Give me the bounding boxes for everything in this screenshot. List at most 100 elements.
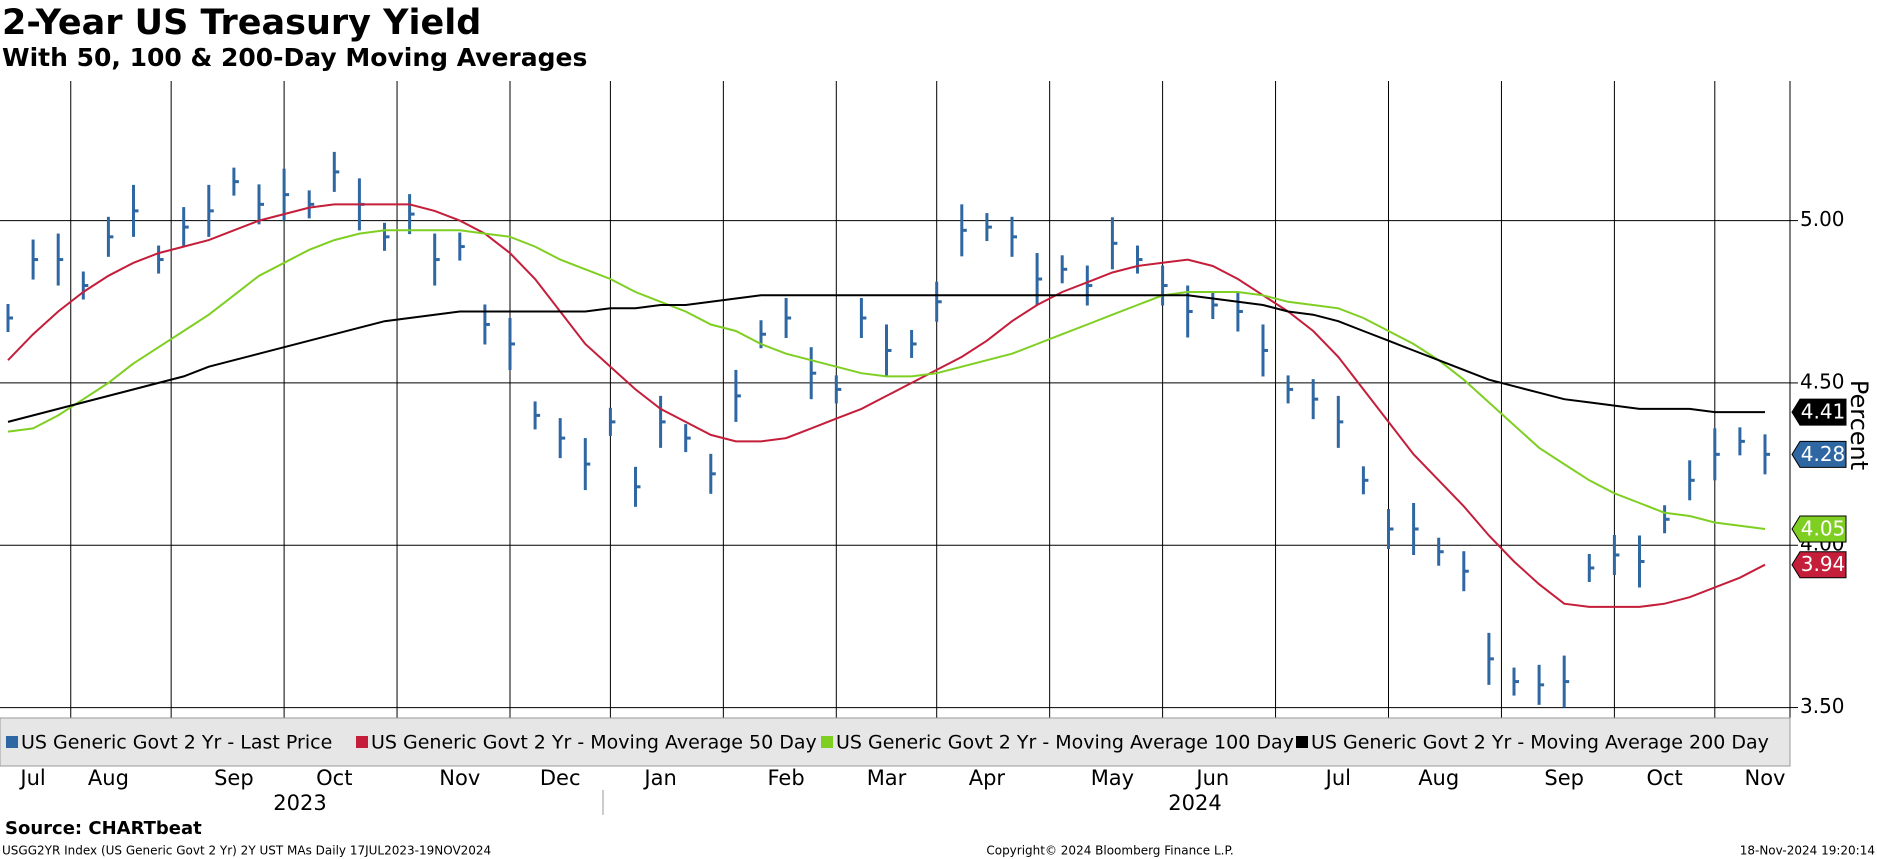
price-bar bbox=[859, 297, 867, 338]
price-bar bbox=[1010, 216, 1017, 257]
x-tick-label: Apr bbox=[969, 766, 1006, 790]
legend-label: US Generic Govt 2 Yr - Moving Average 20… bbox=[1311, 732, 1769, 754]
x-tick-label: Dec bbox=[540, 766, 581, 790]
price-bar bbox=[1336, 395, 1344, 448]
price-bar bbox=[684, 424, 691, 453]
price-bar bbox=[985, 213, 992, 242]
price-bar bbox=[1186, 285, 1193, 338]
tag-shape bbox=[1791, 398, 1847, 426]
footer-right: 18-Nov-2024 19:20:14 bbox=[1740, 844, 1875, 858]
x-tick-label: Nov bbox=[1745, 766, 1786, 790]
legend-swatch bbox=[821, 736, 833, 748]
price-bar bbox=[56, 233, 64, 286]
year-label: 2024 bbox=[1168, 791, 1221, 815]
price-bar bbox=[508, 317, 515, 370]
price-bar bbox=[182, 207, 189, 248]
legend-swatch bbox=[6, 736, 18, 748]
price-bar bbox=[1763, 434, 1770, 475]
price-bar bbox=[207, 184, 214, 237]
price-bar bbox=[608, 407, 616, 436]
x-tick-label: May bbox=[1091, 766, 1134, 790]
price-bar bbox=[81, 271, 89, 300]
y-tick-label: 5.00 bbox=[1800, 207, 1845, 231]
tag-label: 4.41 bbox=[1801, 400, 1846, 424]
chart-title: 2-Year US Treasury Yield bbox=[2, 3, 481, 43]
source: Source: CHARTbeat bbox=[5, 818, 202, 839]
ma-line bbox=[7, 229, 1766, 530]
x-tick-label: Jul bbox=[1324, 766, 1351, 790]
price-bar bbox=[433, 233, 440, 286]
legend-swatch bbox=[356, 736, 368, 748]
price-bar bbox=[1638, 535, 1645, 588]
price-bar bbox=[809, 347, 817, 400]
x-tick-label: Aug bbox=[1418, 766, 1459, 790]
year-label: 2023 bbox=[273, 791, 326, 815]
price-bar bbox=[784, 297, 792, 338]
price-bar bbox=[257, 184, 264, 225]
legend-label: US Generic Govt 2 Yr - Last Price bbox=[21, 732, 332, 754]
price-bar bbox=[1311, 379, 1319, 420]
price-bar bbox=[1587, 553, 1595, 582]
legend-label: US Generic Govt 2 Yr - Moving Average 50… bbox=[371, 732, 817, 754]
footer-center: Copyright© 2024 Bloomberg Finance L.P. bbox=[986, 844, 1233, 858]
legend-box bbox=[0, 717, 1791, 767]
last-value-tag: 3.94 bbox=[1791, 551, 1847, 579]
price-bar bbox=[1537, 664, 1545, 705]
price-bar bbox=[1663, 505, 1670, 534]
footer-left: USGG2YR Index (US Generic Govt 2 Yr) 2Y … bbox=[2, 844, 491, 858]
price-bar bbox=[935, 281, 942, 322]
x-tick-label: Sep bbox=[214, 766, 254, 790]
price-bar bbox=[1035, 253, 1043, 306]
last-value-tag: 4.41 bbox=[1791, 398, 1847, 426]
price-bar bbox=[1412, 503, 1419, 556]
price-bar bbox=[734, 369, 741, 422]
price-bar bbox=[458, 232, 465, 261]
price-bar bbox=[1286, 375, 1294, 404]
y-tick-label: 4.50 bbox=[1800, 369, 1845, 393]
price-bar bbox=[157, 245, 164, 274]
price-bar bbox=[1462, 551, 1469, 592]
price-bar bbox=[106, 216, 114, 257]
tag-shape bbox=[1791, 551, 1847, 579]
ma-line bbox=[7, 203, 1766, 608]
price-bar bbox=[558, 418, 566, 459]
price-bar bbox=[307, 190, 315, 219]
x-tick-label: Sep bbox=[1544, 766, 1584, 790]
x-tick-label: Jan bbox=[642, 766, 676, 790]
last-value-tag: 4.05 bbox=[1791, 515, 1847, 543]
chart-subtitle: With 50, 100 & 200-Day Moving Averages bbox=[2, 43, 587, 72]
price-bar bbox=[132, 184, 139, 237]
price-bar bbox=[1738, 427, 1745, 456]
legend-label: US Generic Govt 2 Yr - Moving Average 10… bbox=[836, 732, 1294, 754]
price-bar bbox=[282, 168, 290, 221]
price-bar bbox=[1487, 632, 1494, 685]
price-bar bbox=[1387, 509, 1394, 550]
tag-shape bbox=[1791, 515, 1847, 543]
price-bar bbox=[383, 222, 390, 251]
tag-shape bbox=[1791, 440, 1847, 468]
x-tick-label: Nov bbox=[439, 766, 480, 790]
price-bar bbox=[1161, 265, 1168, 306]
price-bar bbox=[533, 401, 541, 430]
ma-line bbox=[7, 294, 1765, 423]
price-bar bbox=[1562, 655, 1570, 708]
x-tick-label: Oct bbox=[1646, 766, 1682, 790]
price-bar bbox=[709, 453, 716, 494]
price-bar bbox=[408, 194, 415, 235]
price-bar bbox=[332, 151, 340, 192]
price-bar bbox=[659, 395, 666, 448]
price-bar bbox=[1437, 537, 1444, 566]
price-bar bbox=[1688, 460, 1695, 501]
price-bar bbox=[583, 438, 591, 491]
price-bar bbox=[1612, 534, 1620, 575]
tag-label: 4.05 bbox=[1801, 517, 1846, 541]
y-tick-label: 3.50 bbox=[1800, 694, 1845, 718]
price-bar bbox=[1060, 255, 1068, 284]
price-bar bbox=[885, 324, 892, 377]
price-bar bbox=[1261, 324, 1268, 377]
x-tick-label: Feb bbox=[768, 766, 805, 790]
tag-label: 3.94 bbox=[1801, 552, 1846, 576]
x-tick-label: Mar bbox=[867, 766, 907, 790]
price-bar bbox=[1110, 217, 1118, 270]
